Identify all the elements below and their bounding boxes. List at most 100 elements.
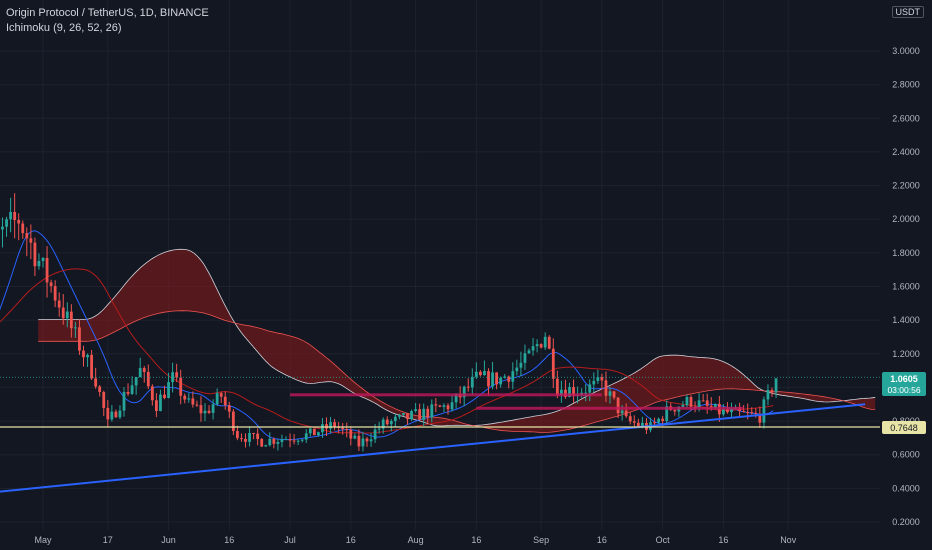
grid	[0, 0, 880, 530]
candle-body	[766, 390, 770, 400]
candle-body	[163, 394, 166, 399]
candle-body	[742, 411, 746, 413]
candle-body	[118, 410, 122, 418]
currency-label[interactable]: USDT	[891, 6, 924, 18]
candle-body	[264, 445, 268, 447]
candle-body	[211, 404, 215, 413]
candle-body	[223, 396, 227, 406]
candle-body	[231, 411, 235, 432]
candle-body	[94, 378, 98, 387]
x-tick-label: May	[34, 535, 52, 545]
candle-body	[689, 397, 693, 407]
candle-body	[398, 414, 401, 417]
candle-body	[628, 416, 632, 422]
x-tick-label: 17	[103, 535, 113, 545]
candle-body	[697, 400, 701, 408]
candle-body	[604, 380, 608, 396]
y-tick-label: 2.8000	[892, 80, 920, 90]
candle-body	[495, 372, 498, 385]
leading-span-a	[38, 248, 876, 427]
candle-body	[17, 219, 21, 224]
candle-body	[479, 371, 482, 376]
x-tick-label: Jun	[161, 535, 176, 545]
time-axis[interactable]: May 17 Jun 16 Jul 16 Aug 16 Sep 16 Oct 16 Nov	[0, 530, 932, 550]
y-tick-label: 2.4000	[892, 147, 920, 157]
candle-body	[292, 440, 296, 442]
candle-body	[49, 282, 53, 287]
x-tick-label: 16	[597, 535, 607, 545]
candle-body	[37, 261, 41, 267]
candle-body	[491, 372, 494, 387]
last-price-tag-bg	[882, 372, 926, 396]
candle-body	[260, 438, 264, 447]
candle-body	[69, 311, 73, 329]
candle-body	[203, 410, 207, 414]
candle-body	[312, 428, 316, 436]
candle-body	[470, 376, 474, 388]
candle-body	[98, 386, 102, 393]
candle-body	[272, 438, 276, 444]
candle-body	[641, 422, 644, 426]
candle-body	[519, 362, 523, 368]
candle-body	[681, 405, 685, 407]
candle-body	[150, 386, 154, 401]
candle-body	[159, 394, 162, 412]
candle-body	[770, 390, 774, 393]
candle-body	[317, 432, 320, 436]
candle-body	[499, 377, 503, 385]
candle-body	[106, 407, 110, 420]
candle-body	[126, 391, 130, 394]
candle-body	[568, 387, 571, 397]
candle-body	[53, 286, 57, 301]
candle-body	[450, 402, 454, 410]
candle-body	[523, 353, 527, 363]
candle-body	[215, 393, 219, 405]
x-tick-label: Nov	[780, 535, 797, 545]
level-tag: 0.7648	[890, 423, 918, 433]
candle-body	[142, 368, 146, 372]
price-axis[interactable]: 0.20000.40000.60000.80001.00001.20001.40…	[880, 0, 932, 550]
candle-body	[29, 238, 33, 243]
last-price-tag: 1.0605	[890, 374, 918, 384]
candle-body	[600, 377, 604, 381]
candle-body	[357, 435, 361, 447]
candle-body	[746, 411, 750, 413]
x-tick-label: 16	[718, 535, 728, 545]
candle-body	[90, 354, 93, 379]
candle-body	[333, 422, 336, 427]
candle-body	[758, 413, 762, 423]
zone-band	[290, 393, 602, 397]
candle-body	[256, 433, 260, 439]
candle-body	[45, 257, 49, 283]
indicator-label[interactable]: Ichimoku (9, 26, 52, 26)	[6, 22, 122, 34]
candle-body	[547, 336, 551, 349]
candle-body	[422, 408, 426, 420]
candle-body	[179, 377, 183, 396]
candle-body	[685, 397, 689, 406]
candle-body	[252, 433, 255, 435]
candle-body	[195, 404, 199, 406]
chart-legend: Origin Protocol / TetherUS, 1D, BINANCE …	[6, 6, 209, 36]
candle-body	[454, 393, 458, 403]
candle-body	[300, 439, 304, 441]
candle-body	[288, 439, 292, 441]
candle-body	[612, 391, 616, 398]
y-tick-label: 1.2000	[892, 349, 920, 359]
candle-body	[21, 223, 25, 234]
candle-body	[13, 211, 17, 220]
candle-body	[483, 371, 486, 376]
candle-body	[381, 419, 385, 429]
candle-body	[393, 416, 397, 422]
candle-body	[61, 307, 65, 319]
candle-body	[560, 389, 563, 396]
y-tick-label: 0.6000	[892, 450, 920, 460]
ichimoku-cloud	[38, 248, 876, 433]
candle-body	[369, 439, 373, 442]
candle-body	[592, 380, 596, 385]
x-tick-label: 16	[224, 535, 234, 545]
candle-body	[167, 382, 170, 399]
x-tick-label: 16	[346, 535, 356, 545]
candle-body	[624, 410, 628, 417]
symbol-title[interactable]: Origin Protocol / TetherUS, 1D, BINANCE	[6, 7, 209, 19]
